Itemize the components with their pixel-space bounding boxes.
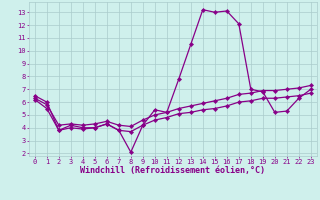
X-axis label: Windchill (Refroidissement éolien,°C): Windchill (Refroidissement éolien,°C) [80,166,265,175]
